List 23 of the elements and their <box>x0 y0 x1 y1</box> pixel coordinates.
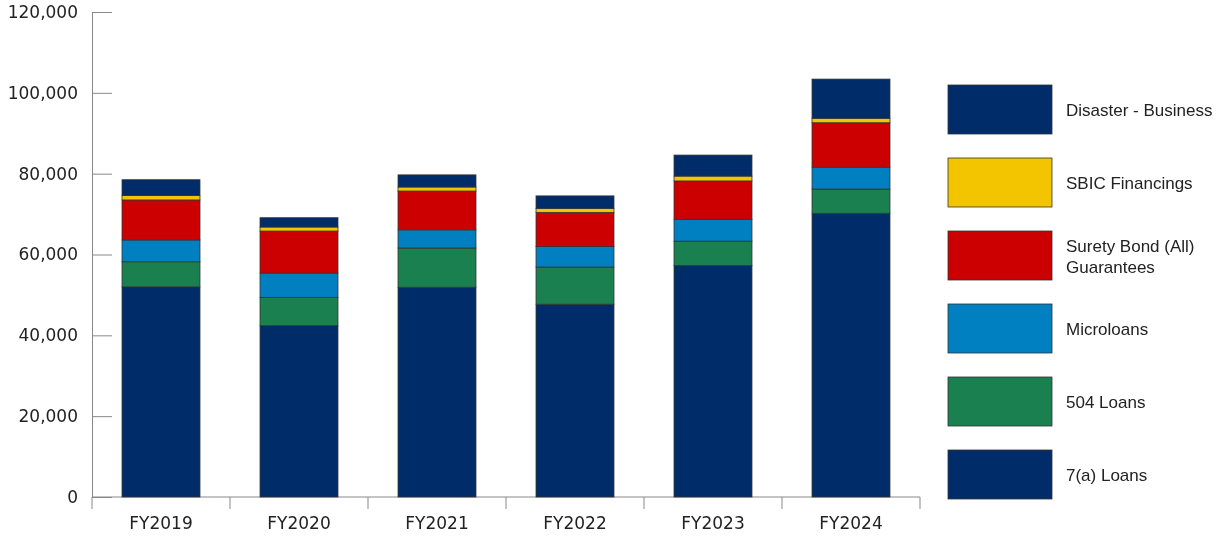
text: 504 Loans <box>1066 393 1146 412</box>
text: 7(a) Loans <box>1066 466 1148 485</box>
text: SBIC Financings <box>1066 174 1193 193</box>
x-tick-label: FY2021 <box>405 513 469 533</box>
y-tick-label: 80,000 <box>18 163 78 184</box>
y-tick-label: 100,000 <box>7 82 78 103</box>
text: Surety Bond (All) Guarantees <box>1066 237 1195 277</box>
text: Microloans <box>1066 320 1149 339</box>
x-tick-label: FY2023 <box>681 513 745 533</box>
x-tick-label: FY2020 <box>267 513 331 533</box>
text: Disaster - Business <box>1066 101 1213 120</box>
bar <box>397 174 477 188</box>
x-tick-label: FY2024 <box>819 513 883 533</box>
bar <box>259 217 339 228</box>
x-tick-label: FY2019 <box>129 513 193 533</box>
y-tick-label: 120,000 <box>7 1 78 22</box>
bar <box>535 195 615 209</box>
y-tick-label: 40,000 <box>18 325 78 346</box>
x-tick-label: FY2022 <box>543 513 607 533</box>
y-tick-label: 0 <box>67 486 78 507</box>
y-tick-label: 60,000 <box>18 244 78 265</box>
bar <box>811 78 891 119</box>
y-tick-label: 20,000 <box>18 406 78 427</box>
